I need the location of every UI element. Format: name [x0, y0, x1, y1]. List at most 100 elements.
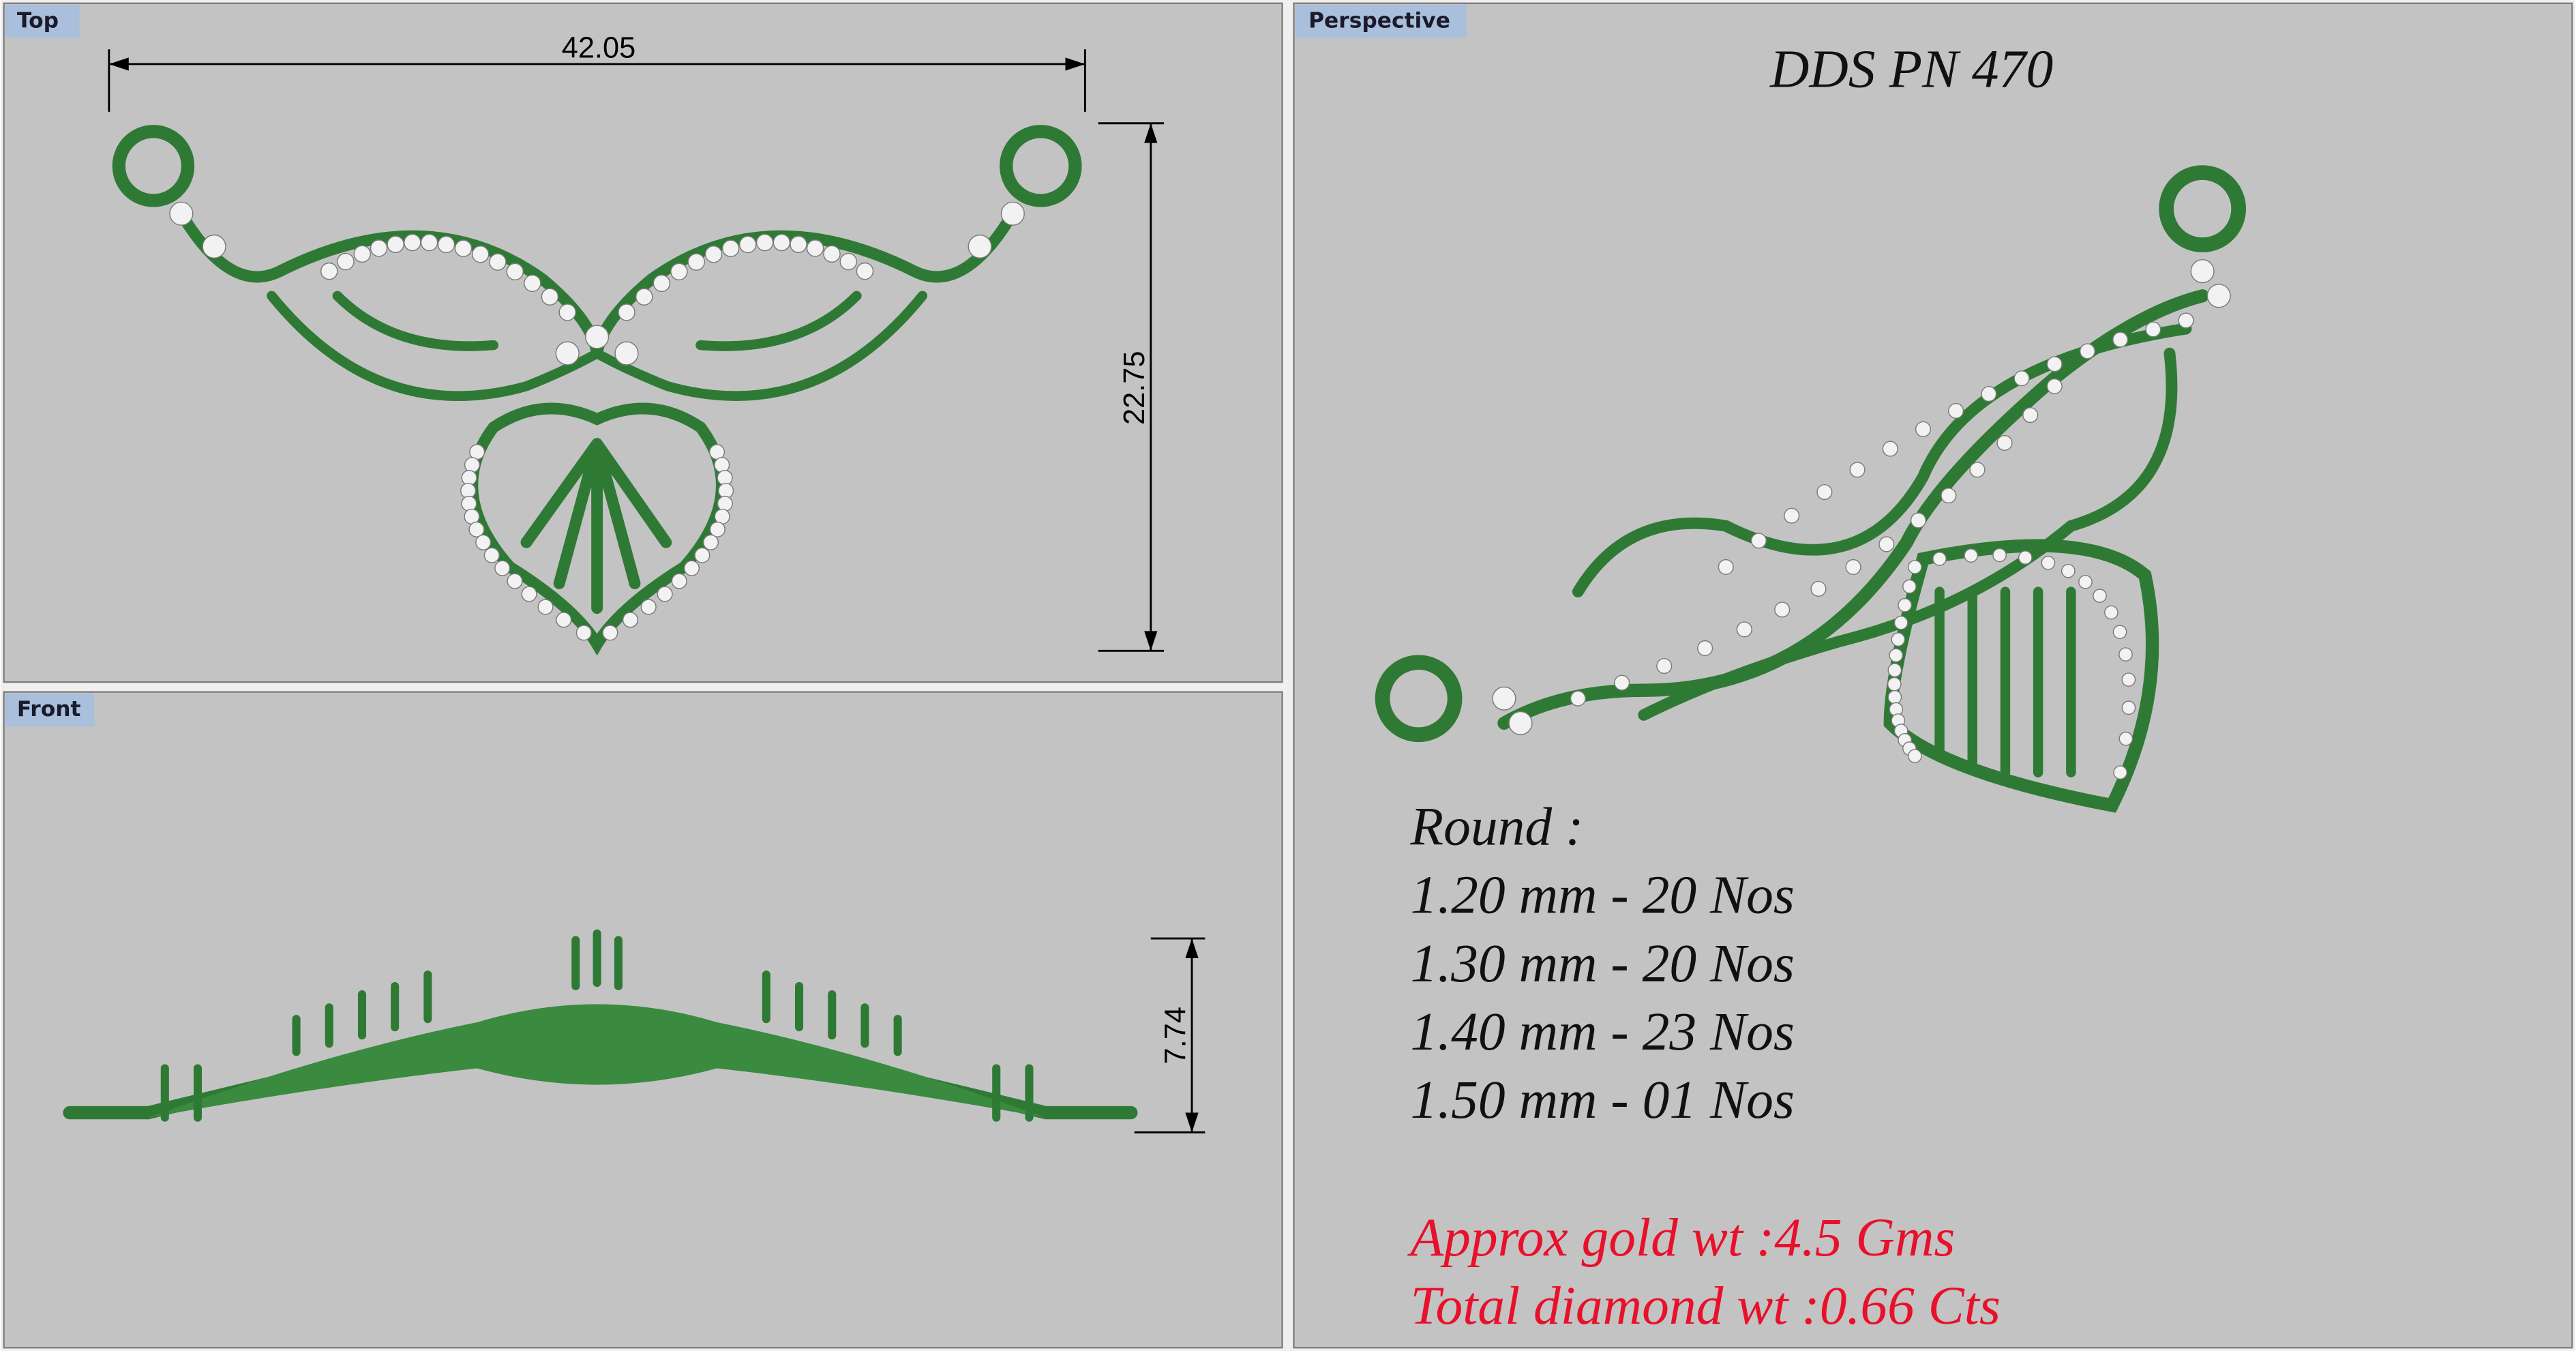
diamond: [2022, 407, 2039, 424]
diamond: [2093, 589, 2107, 603]
diamond: [2118, 647, 2133, 662]
diamond: [541, 288, 559, 306]
diamond: [1810, 580, 1827, 597]
viewport-label: Top: [17, 8, 59, 33]
diamond: [1996, 434, 2013, 451]
weights: Approx gold wt :4.5 Gms Total diamond wt …: [1407, 1208, 2001, 1336]
diamond: [2112, 331, 2129, 348]
diamond: [461, 495, 477, 512]
diamond: [2121, 700, 2136, 715]
diamond: [1887, 663, 1902, 678]
diamond: [1948, 402, 1964, 419]
top-viewport[interactable]: [3, 2, 1283, 683]
spec-line: Round :: [1410, 797, 1584, 857]
diamond: [404, 233, 421, 252]
dimension-text: 7.74: [1159, 1007, 1192, 1064]
diamond: [2190, 259, 2215, 284]
diamond: [2118, 731, 2133, 746]
diamond: [1908, 560, 1922, 574]
diamond: [2145, 321, 2161, 338]
weight-line: Approx gold wt :4.5 Gms: [1407, 1208, 1956, 1268]
diamond-specs: Round : 1.20 mm - 20 Nos 1.30 mm - 20 Nos 1…: [1410, 797, 1795, 1130]
diamond: [1969, 462, 1986, 478]
diamond: [1882, 441, 1898, 457]
diamond: [2046, 356, 2063, 372]
diamond: [2113, 765, 2128, 780]
diamond: [823, 245, 841, 263]
diamond: [1816, 484, 1833, 501]
diamond: [1570, 690, 1586, 707]
diamond: [2178, 312, 2194, 329]
diamond: [1784, 507, 1800, 524]
viewport-label-bg: [5, 694, 95, 727]
diamond: [721, 239, 740, 257]
diamond: [2061, 563, 2076, 578]
diamond: [320, 262, 338, 280]
viewport-label: Perspective: [1308, 8, 1450, 33]
diamond: [1889, 648, 1904, 663]
diamond: [602, 625, 618, 641]
spec-line: 1.50 mm - 01 Nos: [1411, 1070, 1795, 1130]
diamond: [202, 234, 226, 259]
diamond: [556, 612, 572, 628]
diamond: [671, 573, 687, 589]
diamond: [1849, 462, 1866, 478]
diamond: [1878, 536, 1895, 552]
diamond: [537, 599, 554, 615]
diamond: [1508, 711, 1533, 735]
diamond: [1774, 602, 1791, 618]
diamond: [1981, 386, 1997, 402]
diamond: [420, 233, 438, 252]
diamond: [856, 262, 874, 280]
perspective-viewport[interactable]: [1293, 2, 2573, 1349]
diamond: [475, 534, 492, 550]
diamond: [640, 599, 657, 615]
diamond: [714, 457, 730, 473]
spec-line: 1.20 mm - 20 Nos: [1411, 865, 1795, 925]
diamond: [1000, 201, 1025, 226]
diamond: [683, 560, 700, 576]
diamond: [2041, 555, 2056, 570]
diamond: [2104, 605, 2118, 620]
diamond: [1915, 421, 1932, 437]
diamond: [506, 263, 524, 281]
diamond: [2121, 672, 2136, 687]
diamond: [1736, 621, 1752, 638]
diamond: [2079, 343, 2096, 359]
diamond: [694, 547, 710, 563]
diamond: [2013, 370, 2030, 387]
diamond: [524, 274, 541, 293]
diamond: [575, 625, 592, 641]
dimension-height: [1098, 122, 1165, 652]
viewport-label: Front: [17, 697, 81, 722]
diamond: [370, 239, 388, 257]
diamond: [494, 560, 511, 576]
diamond: [555, 341, 580, 366]
diamond: [558, 303, 576, 321]
diamonds: [169, 201, 2231, 780]
weight-line: Total diamond wt :0.66 Cts: [1411, 1276, 2001, 1336]
diamond: [790, 235, 807, 254]
diamond: [1697, 640, 1713, 657]
diamond: [670, 263, 688, 281]
diamond: [585, 325, 610, 349]
diamond: [2206, 284, 2231, 308]
diamond: [1718, 559, 1734, 576]
design-title: DDS PN 470: [1769, 40, 2053, 100]
diamond: [489, 253, 507, 271]
diamond: [1887, 689, 1902, 704]
diamond: [387, 235, 404, 254]
diamond: [1910, 512, 1927, 529]
diamond: [635, 288, 653, 306]
diamond: [614, 341, 639, 366]
diamond: [1891, 632, 1906, 647]
viewport-label-bg: [1295, 5, 1467, 38]
diamond: [806, 239, 824, 257]
diamond: [622, 612, 639, 628]
spec-line: 1.30 mm - 20 Nos: [1411, 934, 1795, 994]
diamond: [468, 521, 485, 537]
dimension-depth: [1134, 937, 1205, 1133]
diamond: [2046, 378, 2063, 394]
